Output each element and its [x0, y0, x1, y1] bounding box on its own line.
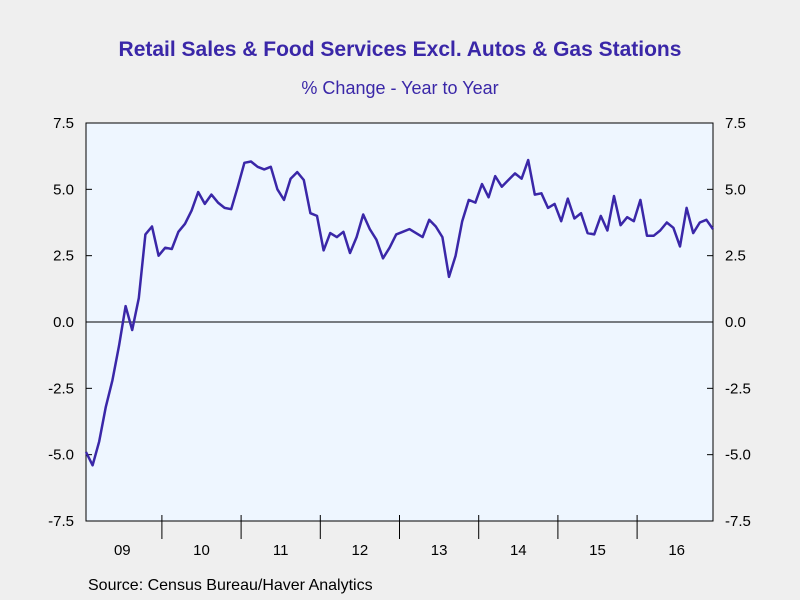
- series-line: [84, 158, 715, 467]
- y-tick-label-right: -2.5: [725, 380, 751, 397]
- chart-source-note: Source: Census Bureau/Haver Analytics: [88, 577, 373, 594]
- x-tick-label: 15: [589, 542, 606, 559]
- y-tick-label-right: -7.5: [725, 513, 751, 530]
- y-tick-label-left: 7.5: [53, 115, 74, 132]
- y-tick-label-left: -2.5: [48, 380, 74, 397]
- x-tick-label: 10: [193, 542, 210, 559]
- y-tick-label-right: -5.0: [725, 447, 751, 464]
- y-tick-label-left: 5.0: [53, 181, 74, 198]
- y-tick-label-right: 5.0: [725, 181, 746, 198]
- chart-title: Retail Sales & Food Services Excl. Autos…: [118, 38, 682, 61]
- x-tick-label: 12: [352, 542, 369, 559]
- x-tick-label: 13: [431, 542, 448, 559]
- y-tick-label-left: -7.5: [48, 513, 74, 530]
- y-tick-label-right: 0.0: [725, 314, 746, 331]
- y-tick-label-right: 2.5: [725, 248, 746, 265]
- x-tick-label: 11: [273, 542, 289, 559]
- y-tick-label-left: 2.5: [53, 248, 74, 265]
- x-tick-label: 09: [114, 542, 131, 559]
- y-tick-label-left: -5.0: [48, 447, 74, 464]
- chart-subtitle: % Change - Year to Year: [301, 78, 499, 98]
- y-tick-label-left: 0.0: [53, 314, 74, 331]
- y-tick-label-right: 7.5: [725, 115, 746, 132]
- x-tick-label: 16: [668, 542, 685, 559]
- x-tick-label: 14: [510, 542, 527, 559]
